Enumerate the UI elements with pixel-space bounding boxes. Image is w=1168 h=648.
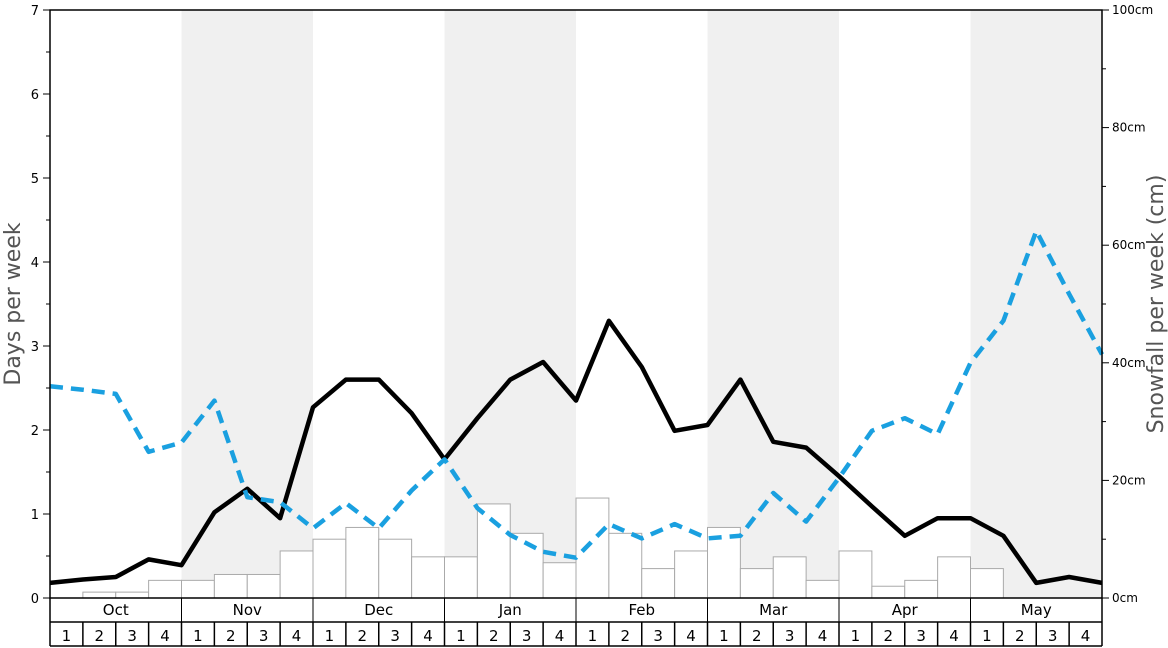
week-label: 2 <box>489 627 499 645</box>
snowfall-bar <box>279 550 314 599</box>
week-label: 2 <box>752 627 762 645</box>
snowfall-bar <box>904 579 939 599</box>
week-label: 4 <box>160 627 170 645</box>
week-label: 1 <box>588 627 598 645</box>
right-tick-label: 0cm <box>1112 591 1138 605</box>
dashed-series-line <box>49 228 1104 560</box>
snowfall-bar <box>937 556 971 599</box>
week-label: 2 <box>884 627 894 645</box>
snowfall-bar <box>115 591 150 599</box>
snowfall-bar <box>82 591 117 599</box>
snowfall-bar <box>871 585 906 599</box>
week-label: 1 <box>719 627 729 645</box>
week-label: 4 <box>818 627 828 645</box>
week-label: 3 <box>522 627 532 645</box>
snowfall-bar <box>641 568 676 599</box>
snowfall-bar <box>542 562 577 599</box>
month-shade-mar <box>707 10 839 598</box>
week-label: 1 <box>456 627 466 645</box>
snowfall-bar <box>772 556 807 599</box>
month-label: Dec <box>364 601 393 619</box>
snowfall-bar <box>181 579 215 599</box>
left-tick-label: 6 <box>31 88 39 103</box>
right-tick-label: 60cm <box>1112 238 1146 252</box>
right-axis-title: Snowfall per week (cm) <box>1144 175 1168 434</box>
snowfall-bar <box>378 538 413 599</box>
week-label: 2 <box>95 627 105 645</box>
month-label: Mar <box>759 601 788 619</box>
snowfall-bar <box>312 538 347 599</box>
snowfall-bar <box>838 550 873 599</box>
week-label: 3 <box>1048 627 1058 645</box>
week-label: 3 <box>653 627 663 645</box>
month-shade-may <box>970 10 1102 598</box>
month-shading <box>181 10 1102 598</box>
right-tick-label: 100cm <box>1112 3 1153 17</box>
week-label: 2 <box>358 627 368 645</box>
snowfall-bar <box>970 568 1004 599</box>
right-tick-label: 80cm <box>1112 121 1146 135</box>
week-label: 2 <box>621 627 631 645</box>
week-label: 4 <box>555 627 565 645</box>
month-label: Feb <box>628 601 655 619</box>
week-label: 3 <box>390 627 400 645</box>
right-tick-label: 40cm <box>1112 356 1146 370</box>
snowfall-bar <box>444 556 478 599</box>
week-label: 1 <box>193 627 203 645</box>
week-label: 1 <box>325 627 335 645</box>
left-tick-label: 1 <box>31 508 39 523</box>
snowfall-bar <box>805 579 840 599</box>
right-axis: 0cm 20cm 40cm 60cm 80cm 100cm <box>1102 3 1153 605</box>
week-label: 4 <box>686 627 696 645</box>
snowfall-bar <box>213 573 248 599</box>
week-label: 4 <box>423 627 433 645</box>
snowfall-bar <box>345 526 380 599</box>
solid-series-line <box>49 318 1103 586</box>
week-label: 2 <box>1015 627 1025 645</box>
month-label: Oct <box>103 601 129 619</box>
left-tick-label: 4 <box>31 256 39 271</box>
week-label: 1 <box>982 627 992 645</box>
left-tick-label: 2 <box>31 424 39 439</box>
month-label: May <box>1021 601 1052 619</box>
week-label: 2 <box>226 627 236 645</box>
week-label: 1 <box>851 627 861 645</box>
week-label: 3 <box>916 627 926 645</box>
week-label: 4 <box>1081 627 1091 645</box>
month-shade-nov <box>181 10 313 598</box>
snowfall-bar <box>739 568 774 599</box>
left-axis-title: Days per week <box>1 222 26 385</box>
month-shade-jan <box>444 10 576 598</box>
week-label: 4 <box>949 627 959 645</box>
left-tick-label: 5 <box>31 172 39 187</box>
snowfall-bar <box>411 556 445 599</box>
snowfall-bar <box>674 550 708 599</box>
snowfall-bar <box>246 573 281 599</box>
series-lines <box>49 228 1104 586</box>
month-label: Apr <box>892 601 919 619</box>
snowfall-bar <box>148 579 182 599</box>
left-axis: 0 1 2 3 4 5 6 7 <box>31 4 50 607</box>
left-tick-label: 0 <box>31 592 39 607</box>
week-label: 3 <box>127 627 137 645</box>
snowfall-bar <box>608 532 643 599</box>
week-label: 3 <box>785 627 795 645</box>
left-tick-label: 3 <box>31 340 39 355</box>
right-tick-label: 20cm <box>1112 473 1146 487</box>
week-label: 4 <box>292 627 302 645</box>
snowfall-bar <box>476 503 511 599</box>
month-label: Nov <box>233 601 262 619</box>
snowfall-bar <box>575 497 610 599</box>
month-axis: Oct Nov Dec Jan Feb Mar Apr May 1 2 3 4 1 2 3 4 1 2 3 4 1 2 3 4… <box>49 598 1103 647</box>
week-label: 1 <box>62 627 72 645</box>
week-label: 3 <box>259 627 269 645</box>
snowfall-bars <box>82 497 1004 599</box>
month-label: Jan <box>498 601 522 619</box>
left-tick-label: 7 <box>31 4 39 19</box>
